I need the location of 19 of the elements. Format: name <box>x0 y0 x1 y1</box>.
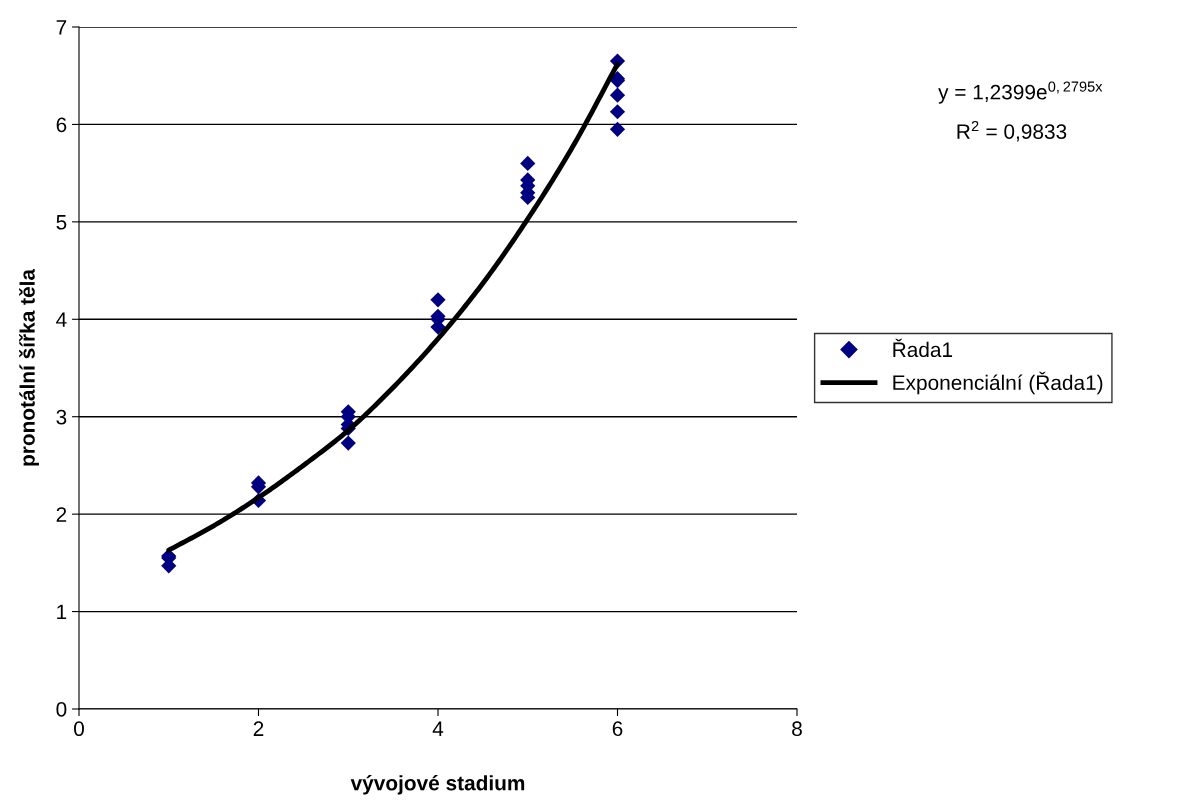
legend-label: Řada1 <box>893 338 953 358</box>
text: y = 1,2399e$^{0,2795x}$ <box>938 81 1103 104</box>
y-tick-label: 1 <box>57 604 67 620</box>
y-axis-title: pronotální šířka těla <box>19 268 39 466</box>
y-tick-label: 0 <box>56 702 67 717</box>
y-tick-label: 7 <box>56 20 67 35</box>
x-tick-label: 8 <box>792 721 802 737</box>
x-tick-label: 2 <box>253 721 264 736</box>
x-tick-label: 6 <box>612 721 623 737</box>
text: R$^{2}$ = 0,9833 <box>957 120 1067 142</box>
legend-label: Exponenciální (Řada1) <box>893 371 1103 395</box>
x-tick-label: 0 <box>74 721 84 737</box>
y-tick-label: 2 <box>56 507 67 522</box>
y-tick-label: 5 <box>56 215 67 230</box>
y-tick-label: 6 <box>56 117 67 133</box>
x-tick-label: 4 <box>432 721 444 736</box>
x-axis-title: vývojové stadium <box>350 774 525 795</box>
y-tick-label: 4 <box>56 312 67 327</box>
y-tick-label: 3 <box>56 409 67 425</box>
